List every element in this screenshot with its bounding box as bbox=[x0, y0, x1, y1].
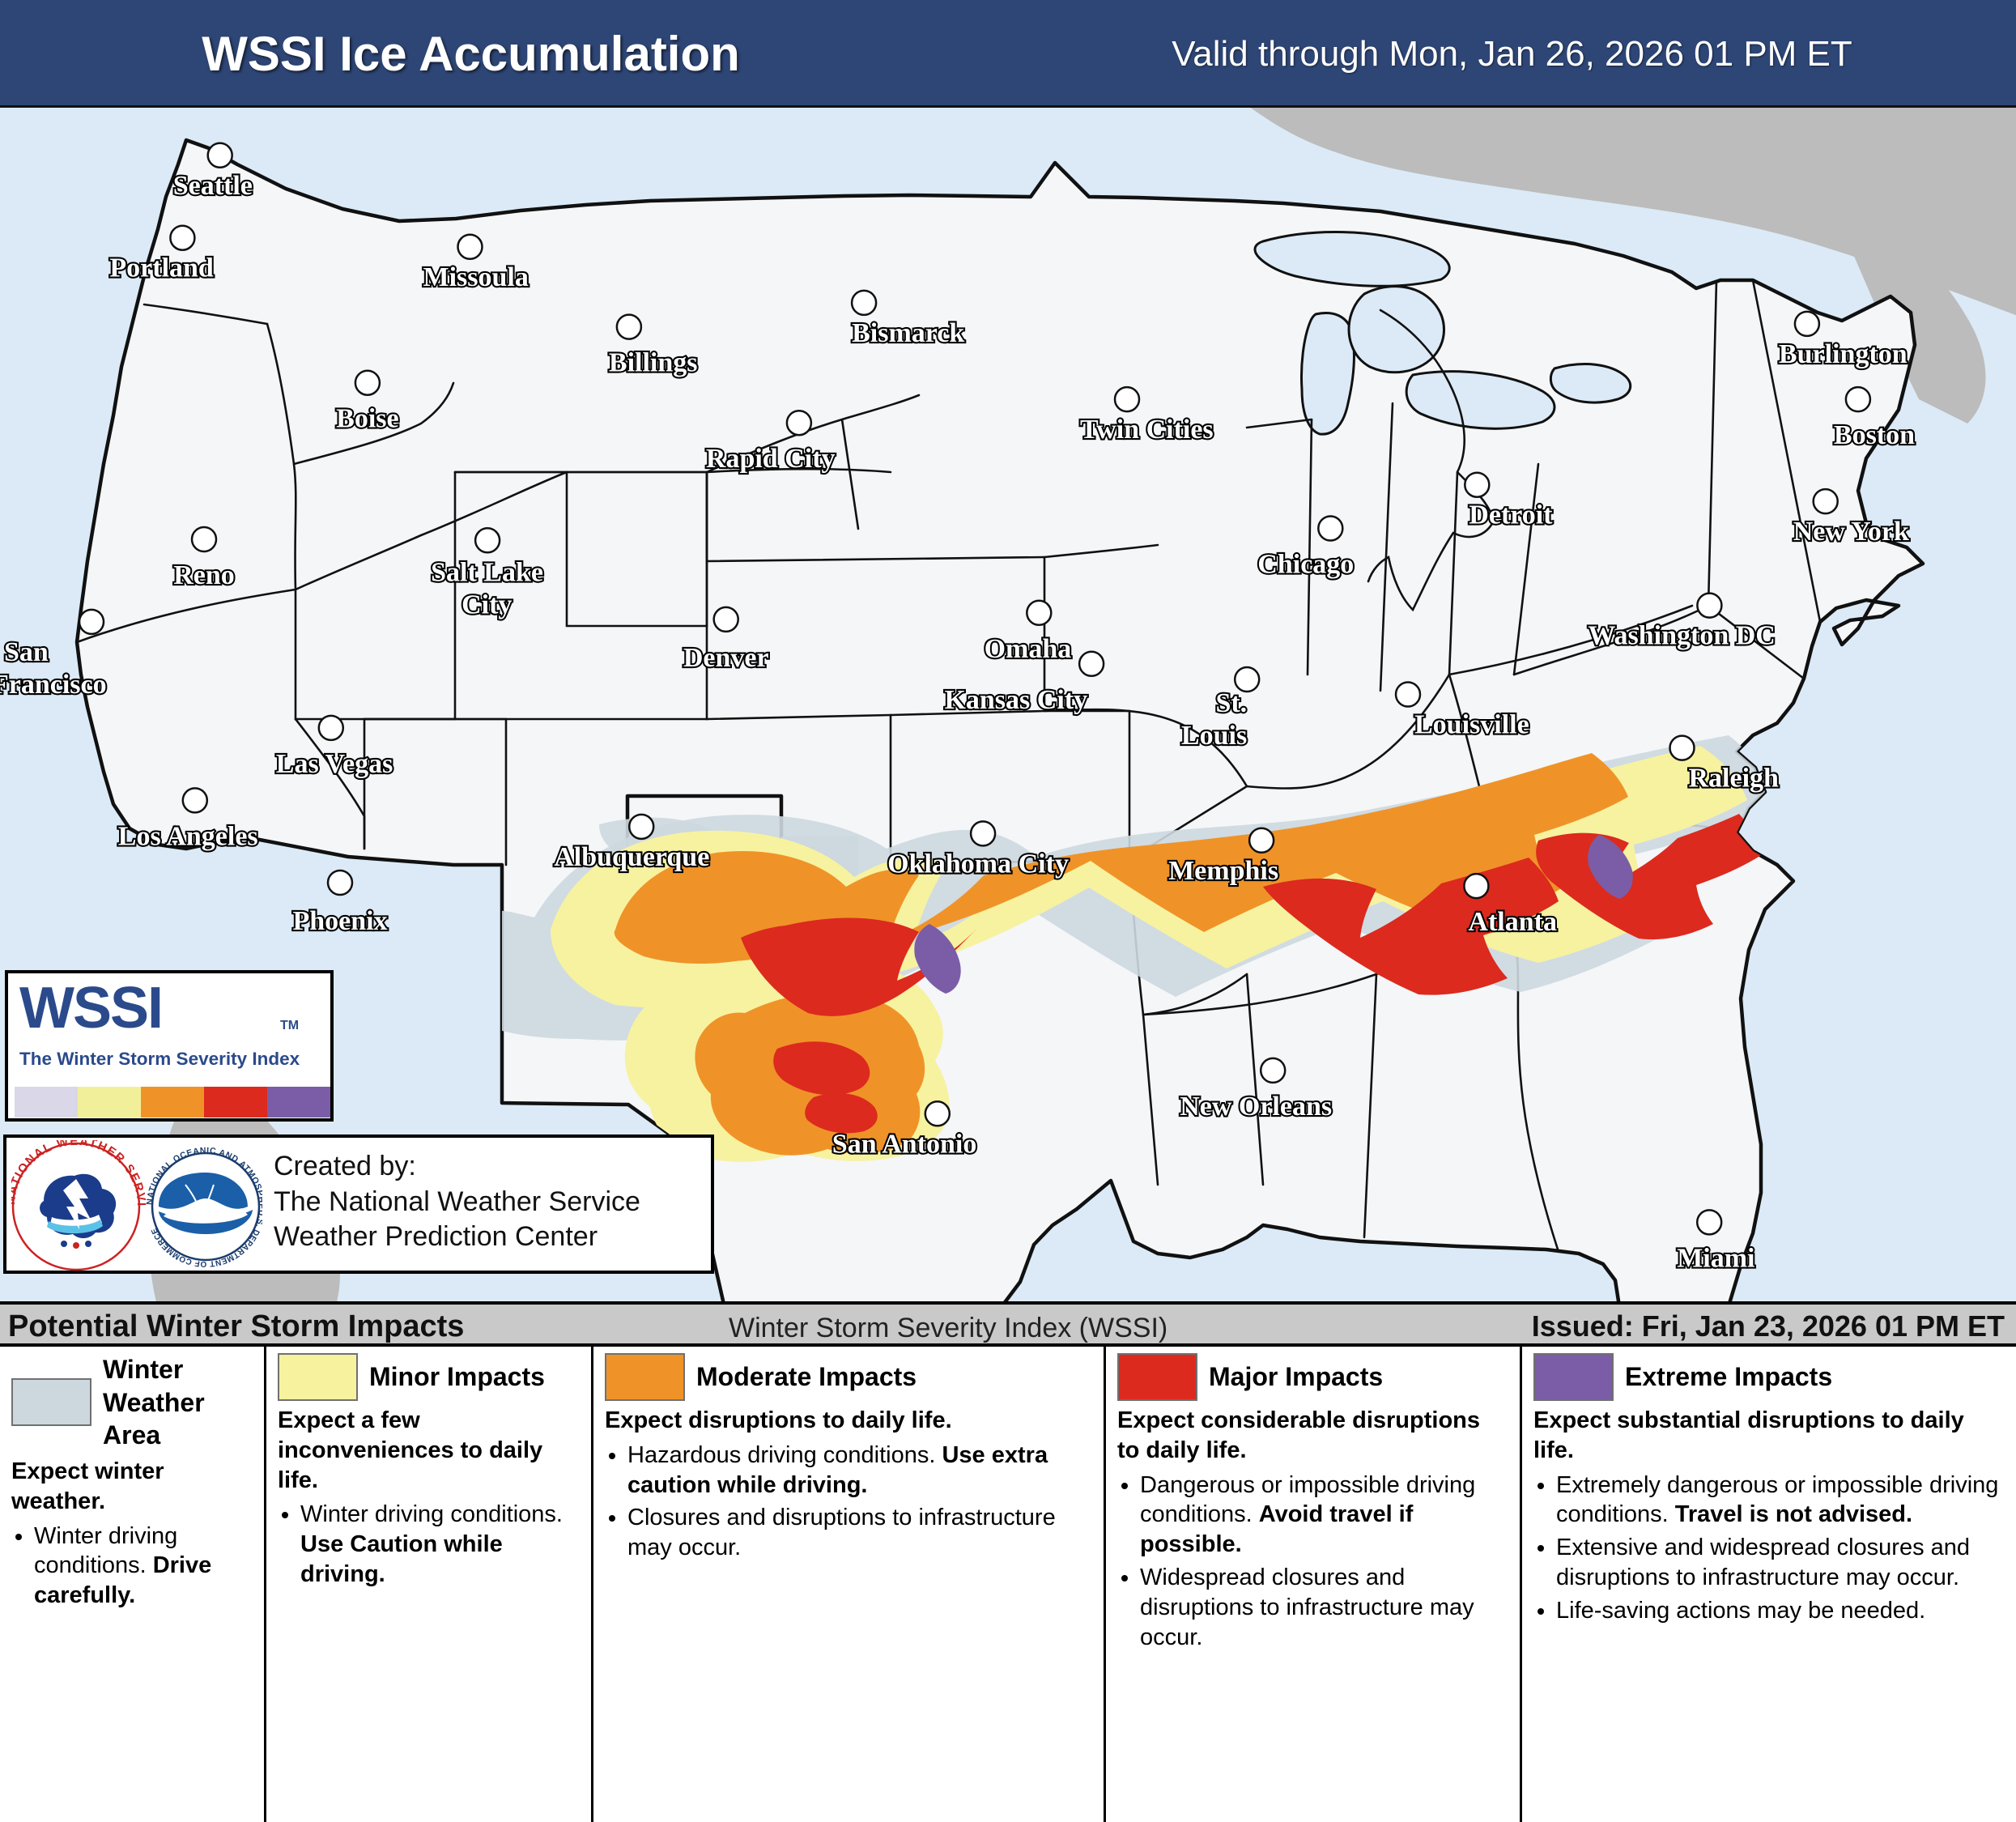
svg-text:Louisville: Louisville bbox=[1414, 710, 1529, 740]
svg-text:New Orleans: New Orleans bbox=[1180, 1092, 1332, 1122]
svg-text:Los Angeles: Los Angeles bbox=[118, 821, 258, 851]
svg-text:Billings: Billings bbox=[609, 348, 698, 378]
svg-text:Burlington: Burlington bbox=[1779, 339, 1908, 369]
svg-text:Phoenix: Phoenix bbox=[292, 906, 387, 936]
svg-text:Albuquerque: Albuquerque bbox=[554, 842, 709, 872]
svg-text:Boston: Boston bbox=[1834, 420, 1915, 450]
svg-text:Rapid City: Rapid City bbox=[706, 444, 836, 474]
svg-text:Francisco: Francisco bbox=[0, 670, 107, 700]
svg-text:New York: New York bbox=[1793, 517, 1909, 547]
svg-text:Denver: Denver bbox=[683, 643, 769, 673]
svg-text:Raleigh: Raleigh bbox=[1689, 764, 1780, 794]
svg-text:Chicago: Chicago bbox=[1257, 550, 1354, 580]
svg-text:Portland: Portland bbox=[109, 253, 214, 283]
svg-text:Washington DC: Washington DC bbox=[1588, 621, 1775, 651]
svg-text:Omaha: Omaha bbox=[985, 634, 1072, 664]
svg-text:Reno: Reno bbox=[173, 560, 235, 590]
svg-text:Kansas City: Kansas City bbox=[944, 685, 1087, 715]
svg-text:Atlanta: Atlanta bbox=[1468, 907, 1557, 937]
svg-text:Miami: Miami bbox=[1677, 1243, 1754, 1273]
svg-text:Boise: Boise bbox=[336, 404, 398, 434]
svg-text:City: City bbox=[461, 590, 512, 619]
svg-text:Oklahoma City: Oklahoma City bbox=[887, 849, 1069, 879]
svg-text:Louis: Louis bbox=[1181, 721, 1247, 751]
svg-text:San: San bbox=[4, 637, 49, 667]
svg-text:St.: St. bbox=[1215, 688, 1247, 718]
svg-text:Detroit: Detroit bbox=[1469, 500, 1553, 530]
svg-text:Memphis: Memphis bbox=[1168, 856, 1278, 886]
svg-text:Twin Cities: Twin Cities bbox=[1080, 415, 1214, 445]
svg-text:Salt Lake: Salt Lake bbox=[431, 557, 543, 587]
svg-text:Bismarck: Bismarck bbox=[852, 318, 964, 348]
svg-text:Las Vegas: Las Vegas bbox=[276, 749, 393, 779]
svg-text:San Antonio: San Antonio bbox=[832, 1129, 977, 1159]
svg-text:Missoula: Missoula bbox=[423, 262, 529, 292]
svg-text:Seattle: Seattle bbox=[173, 171, 253, 201]
